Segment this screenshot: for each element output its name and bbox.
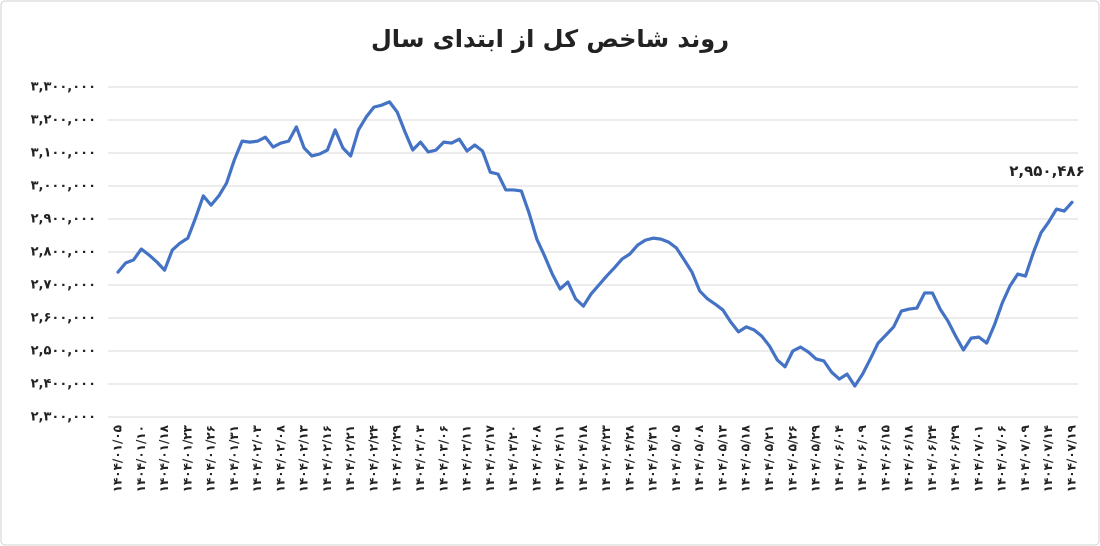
y-tick-label: ۲,۶۰۰,۰۰۰ (31, 311, 96, 326)
x-tick-label: ۱۴۰۴/۰۶/۰۹ (855, 424, 869, 492)
y-tick-label: ۲,۴۰۰,۰۰۰ (31, 377, 96, 392)
x-tick-label: ۱۴۰۴/۰۷/۱۹ (1065, 424, 1079, 492)
x-tick-label: ۱۴۰۴/۰۱/۰۵ (111, 425, 125, 492)
x-tick-label: ۱۴۰۴/۰۳/۰۳ (413, 424, 427, 492)
line-series (116, 100, 1074, 388)
x-tick-label: ۱۴۰۴/۰۵/۲۹ (809, 424, 823, 492)
y-tick-label: ۲,۸۰۰,۰۰۰ (31, 245, 96, 260)
x-tick-label: ۱۴۰۴/۰۴/۱۸ (576, 424, 590, 492)
x-tick-label: ۱۴۰۴/۰۳/۱۷ (483, 424, 497, 492)
data-label: ۲,۹۵۰,۴۸۶ (1009, 162, 1084, 180)
x-tick-label: ۱۴۰۴/۰۲/۱۶ (320, 425, 334, 492)
y-tick-label: ۲,۳۰۰,۰۰۰ (31, 410, 96, 425)
x-tick-label: ۱۴۰۴/۰۲/۲۴ (366, 425, 380, 492)
y-tick-label: ۳,۳۰۰,۰۰۰ (31, 80, 96, 95)
x-tick-label: ۱۴۰۴/۰۱/۲۶ (204, 425, 218, 492)
x-tick-label: ۱۴۰۴/۰۷/۰۱ (971, 425, 985, 492)
x-tick-label: ۱۴۰۴/۰۲/۱۳ (297, 424, 311, 492)
y-tick-label: ۲,۷۰۰,۰۰۰ (31, 278, 96, 293)
y-tick-label: ۲,۹۰۰,۰۰۰ (31, 212, 96, 227)
x-tick-label: ۱۴۰۴/۰۵/۱۸ (739, 424, 753, 492)
x-tick-label: ۱۴۰۴/۰۶/۰۴ (832, 425, 846, 492)
y-tick-label: ۳,۰۰۰,۰۰۰ (31, 179, 96, 194)
x-tick-label: ۱۴۰۴/۰۵/۰۵ (669, 425, 683, 492)
chart-title: روند شاخص کل از ابتدای سال (371, 25, 729, 53)
x-tick-label: ۱۴۰۴/۰۱/۱۰ (134, 425, 148, 492)
y-tick-label: ۲,۵۰۰,۰۰۰ (31, 344, 96, 359)
x-tick-label: ۱۴۰۴/۰۴/۰۸ (529, 424, 543, 492)
y-tick-label: ۳,۲۰۰,۰۰۰ (31, 113, 96, 128)
y-tick-label: ۳,۱۰۰,۰۰۰ (31, 146, 96, 161)
x-tick-label: ۱۴۰۴/۰۳/۱۱ (460, 425, 474, 492)
x-tick-label: ۱۴۰۴/۰۲/۲۱ (343, 425, 357, 492)
x-tick-label: ۱۴۰۴/۰۴/۲۸ (622, 424, 636, 492)
x-tick-label: ۱۴۰۴/۰۱/۲۳ (180, 424, 194, 492)
x-tick-label: ۱۴۰۴/۰۴/۲۳ (599, 424, 613, 492)
x-tick-label: ۱۴۰۴/۰۲/۰۸ (273, 424, 287, 492)
x-tick-label: ۱۴۰۴/۰۳/۲۰ (506, 425, 520, 492)
x-tick-label: ۱۴۰۴/۰۵/۲۶ (785, 425, 799, 492)
x-tick-label: ۱۴۰۴/۰۲/۲۹ (390, 424, 404, 492)
x-tick-label: ۱۴۰۴/۰۴/۳۱ (646, 425, 660, 492)
x-tick-label: ۱۴۰۴/۰۵/۱۳ (715, 424, 729, 492)
x-tick-label: ۱۴۰۴/۰۶/۲۹ (948, 424, 962, 492)
x-tick-label: ۱۴۰۴/۰۷/۱۴ (1041, 425, 1055, 492)
x-tick-label: ۱۴۰۴/۰۷/۰۶ (995, 425, 1009, 492)
x-tick-label: ۱۴۰۴/۰۱/۱۸ (157, 424, 171, 492)
x-tick-label: ۱۴۰۴/۰۶/۱۸ (902, 424, 916, 492)
x-tick-label: ۱۴۰۴/۰۲/۰۳ (250, 424, 264, 492)
x-tick-label: ۱۴۰۴/۰۷/۰۹ (1018, 424, 1032, 492)
x-tick-label: ۱۴۰۴/۰۵/۲۱ (762, 425, 776, 492)
x-tick-label: ۱۴۰۴/۰۴/۱۱ (553, 425, 567, 492)
x-tick-label: ۱۴۰۴/۰۳/۰۶ (436, 425, 450, 492)
x-tick-label: ۱۴۰۴/۰۵/۰۸ (692, 424, 706, 492)
x-tick-label: ۱۴۰۴/۰۶/۲۴ (925, 425, 939, 492)
x-tick-label: ۱۴۰۴/۰۱/۳۱ (227, 425, 241, 492)
x-tick-label: ۱۴۰۴/۰۶/۱۵ (878, 425, 892, 492)
